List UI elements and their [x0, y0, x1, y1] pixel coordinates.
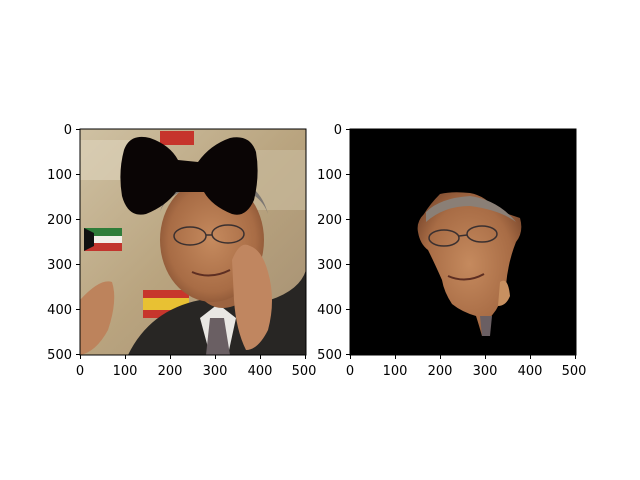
x-tick-label: 100 — [383, 364, 408, 379]
y-tick-label: 0 — [334, 123, 342, 138]
x-tick-label: 100 — [113, 364, 138, 379]
tie — [480, 316, 492, 336]
y-tick-label: 0 — [64, 123, 72, 138]
x-tick-label: 200 — [158, 364, 183, 379]
y-tick-label: 100 — [317, 168, 342, 183]
right-y-axis: 0 100 200 300 400 500 — [317, 123, 350, 363]
x-tick-label: 200 — [428, 364, 453, 379]
left-axes-frame — [79, 128, 307, 356]
right-image — [350, 129, 576, 355]
y-tick-label: 400 — [317, 303, 342, 318]
y-tick-label: 200 — [47, 213, 72, 228]
y-tick-label: 300 — [317, 258, 342, 273]
left-image — [80, 129, 306, 355]
mouth — [191, 269, 231, 277]
background-patch — [250, 150, 306, 210]
tie — [206, 318, 230, 355]
bow-tie-mask — [120, 136, 258, 215]
x-tick-label: 300 — [203, 364, 228, 379]
x-tick-label: 500 — [562, 364, 587, 379]
right-panel: 0 100 200 300 400 500 0 100 200 300 400 … — [317, 123, 586, 379]
y-tick-label: 500 — [47, 348, 72, 363]
segmented-face — [417, 192, 522, 336]
left-y-axis: 0 100 200 300 400 500 — [47, 123, 80, 363]
y-tick-label: 500 — [317, 348, 342, 363]
left-panel: 0 100 200 300 400 500 0 100 200 300 400 … — [47, 123, 316, 379]
kuwait-flag — [84, 228, 122, 251]
x-tick-label: 0 — [76, 364, 84, 379]
right-x-axis: 0 100 200 300 400 500 — [346, 355, 587, 379]
glasses — [428, 225, 498, 247]
glasses — [173, 224, 245, 246]
y-tick-label: 400 — [47, 303, 72, 318]
y-tick-label: 100 — [47, 168, 72, 183]
y-tick-label: 200 — [317, 213, 342, 228]
mouth — [447, 273, 485, 281]
red-flag-top — [160, 131, 194, 145]
x-tick-label: 400 — [248, 364, 273, 379]
hand-fragment — [498, 280, 510, 306]
hair — [426, 196, 516, 222]
x-tick-label: 400 — [518, 364, 543, 379]
x-tick-label: 500 — [292, 364, 317, 379]
right-hand — [232, 244, 272, 350]
x-tick-label: 0 — [346, 364, 354, 379]
right-axes-frame — [349, 128, 577, 356]
left-x-axis: 0 100 200 300 400 500 — [76, 355, 317, 379]
x-tick-label: 300 — [473, 364, 498, 379]
y-tick-label: 300 — [47, 258, 72, 273]
left-hand — [80, 281, 115, 355]
